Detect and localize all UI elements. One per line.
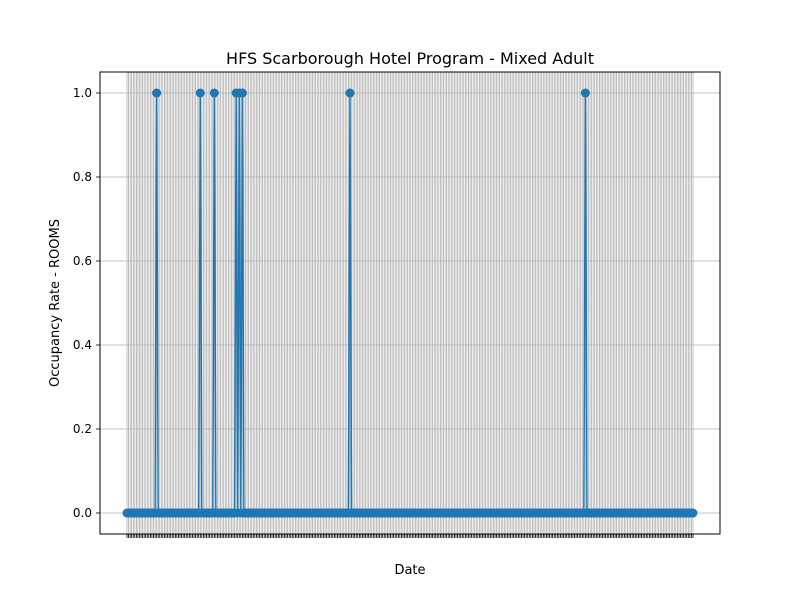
x-axis-label: Date bbox=[394, 563, 425, 578]
y-tick-label: 0.8 bbox=[73, 170, 92, 184]
y-tick-label: 0.6 bbox=[73, 254, 92, 268]
x-gridlines bbox=[126, 72, 694, 534]
plot-frame bbox=[99, 71, 721, 535]
data-point bbox=[688, 508, 698, 518]
data-point bbox=[345, 88, 355, 98]
x-axis-ticks bbox=[126, 534, 694, 538]
y-tick-label: 0.2 bbox=[73, 422, 92, 436]
y-axis-ticks: 0.0 0.2 0.4 0.6 0.8 1.0 bbox=[73, 86, 100, 520]
y-axis-label: Occupancy Rate - ROOMS bbox=[48, 219, 63, 387]
data-point bbox=[237, 88, 247, 98]
y-tick-label: 0.4 bbox=[73, 338, 92, 352]
chart-title: HFS Scarborough Hotel Program - Mixed Ad… bbox=[226, 49, 594, 68]
series-markers bbox=[122, 88, 698, 518]
data-point bbox=[152, 88, 162, 98]
y-tick-label: 0.0 bbox=[73, 506, 92, 520]
data-point bbox=[209, 88, 219, 98]
data-point bbox=[195, 88, 205, 98]
data-point bbox=[580, 88, 590, 98]
y-tick-label: 1.0 bbox=[73, 86, 92, 100]
